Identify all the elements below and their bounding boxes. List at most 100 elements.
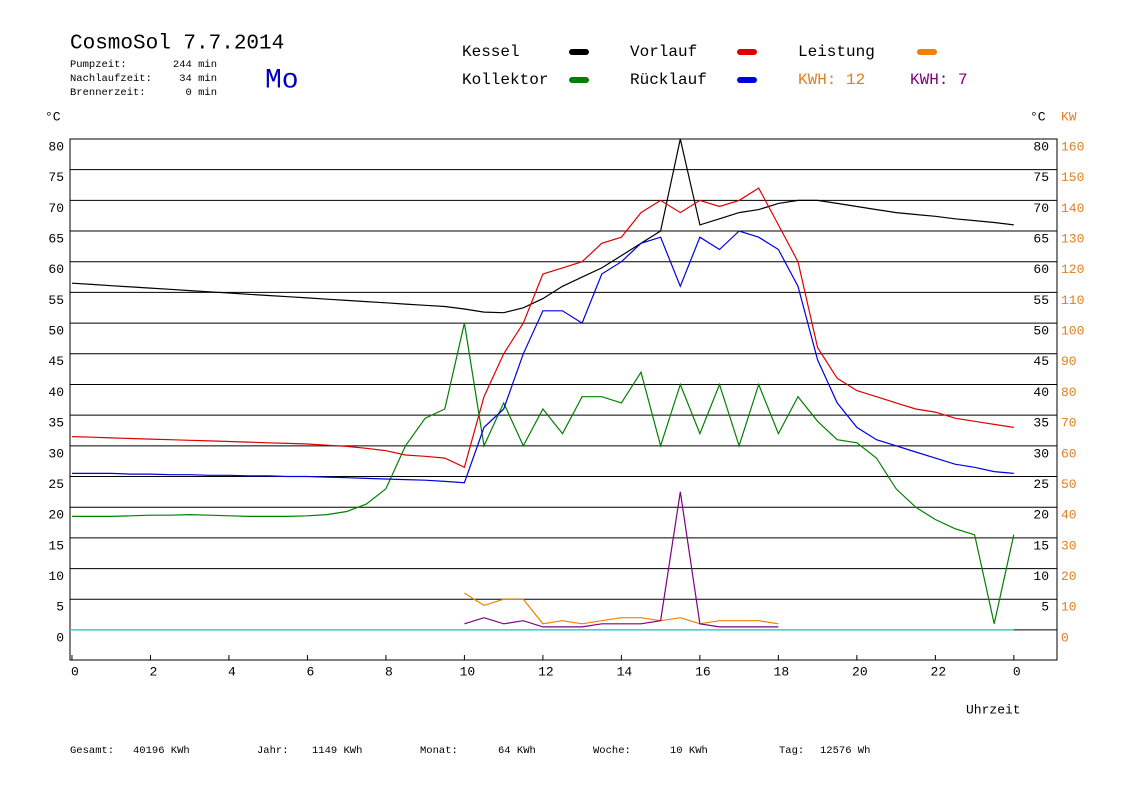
- y-right-tick-label: 40: [1033, 385, 1049, 400]
- y-tick-label: 45: [48, 354, 64, 369]
- y2-tick-label: 0: [1061, 630, 1069, 645]
- y-right-tick-label: 55: [1033, 293, 1049, 308]
- total-label: Monat:: [420, 745, 458, 757]
- y-right-tick-label: 45: [1033, 354, 1049, 369]
- y2-tick-label: 100: [1061, 324, 1084, 339]
- x-tick-label: 14: [617, 664, 633, 679]
- legend-label: Leistung: [798, 43, 875, 61]
- y2-tick-label: 10: [1061, 600, 1077, 615]
- y-tick-label: 80: [48, 139, 64, 154]
- y-right-tick-label: 80: [1033, 139, 1049, 154]
- x-tick-label: 12: [538, 664, 554, 679]
- y-right-tick-label: 25: [1033, 477, 1049, 492]
- y2-tick-label: 140: [1061, 201, 1084, 216]
- x-tick-label: 8: [385, 664, 393, 679]
- y-tick-label: 30: [48, 446, 64, 461]
- y-right-tick-label: 15: [1033, 538, 1049, 553]
- legend-label: Kollektor: [462, 71, 548, 89]
- y-right-axis-label: °C: [1030, 109, 1046, 124]
- series-line: [72, 230, 1014, 484]
- y2-tick-label: 20: [1061, 569, 1077, 584]
- y2-tick-label: 30: [1061, 538, 1077, 553]
- y2-tick-label: 120: [1061, 262, 1084, 277]
- info-value: 0 min: [185, 87, 217, 99]
- y2-tick-label: 130: [1061, 231, 1084, 246]
- info-label: Brennerzeit:: [70, 87, 146, 99]
- x-axis-label: Uhrzeit: [966, 702, 1021, 717]
- y-tick-label: 40: [48, 385, 64, 400]
- y-tick-label: 15: [48, 538, 64, 553]
- total-value: 1149 KWh: [312, 745, 362, 757]
- total-label: Jahr:: [257, 745, 289, 757]
- x-tick-label: 6: [307, 664, 315, 679]
- x-tick-label: 18: [774, 664, 790, 679]
- series-line: [71, 187, 1014, 469]
- y-tick-label: 50: [48, 324, 64, 339]
- x-tick-label: 4: [228, 664, 236, 679]
- info-value: 34 min: [179, 73, 217, 85]
- y2-tick-label: 90: [1061, 354, 1077, 369]
- y2-tick-label: 160: [1061, 139, 1084, 154]
- total-label: Tag:: [779, 745, 804, 757]
- x-tick-label: 10: [460, 664, 476, 679]
- y-tick-label: 25: [48, 477, 64, 492]
- y-tick-label: 20: [48, 508, 64, 523]
- info-label: Pumpzeit:: [70, 59, 127, 71]
- y-right-tick-label: 65: [1033, 231, 1049, 246]
- info-value: 244 min: [173, 59, 217, 71]
- legend-label: Vorlauf: [630, 43, 697, 61]
- y-right-tick-label: 70: [1033, 201, 1049, 216]
- legend-label: Kessel: [462, 43, 520, 61]
- kwh-label: KWH: 7: [910, 71, 968, 89]
- x-tick-label: 0: [71, 664, 79, 679]
- chart-title: CosmoSol 7.7.2014: [70, 33, 284, 56]
- total-label: Woche:: [593, 745, 631, 757]
- total-label: Gesamt:: [70, 745, 114, 757]
- weekday: Mo: [265, 65, 299, 96]
- y2-tick-label: 80: [1061, 385, 1077, 400]
- y2-tick-label: 70: [1061, 416, 1077, 431]
- info-label: Nachlaufzeit:: [70, 73, 152, 85]
- y-right-tick-label: 30: [1033, 446, 1049, 461]
- total-value: 40196 KWh: [133, 745, 190, 757]
- y-tick-label: 70: [48, 201, 64, 216]
- y2-tick-label: 40: [1061, 508, 1077, 523]
- y-tick-label: 65: [48, 231, 64, 246]
- series-line: [72, 322, 1015, 624]
- y-tick-label: 0: [56, 630, 64, 645]
- y2-tick-label: 50: [1061, 477, 1077, 492]
- y-right-tick-label: 5: [1041, 600, 1049, 615]
- series-line: [464, 592, 779, 625]
- y2-tick-label: 60: [1061, 446, 1077, 461]
- y-tick-label: 35: [48, 416, 64, 431]
- x-tick-label: 2: [150, 664, 158, 679]
- y2-tick-label: 150: [1061, 170, 1084, 185]
- y-axis-label: °C: [45, 109, 61, 124]
- total-value: 12576 Wh: [820, 745, 870, 757]
- x-tick-label: 0: [1013, 664, 1021, 679]
- total-value: 10 KWh: [670, 745, 708, 757]
- legend-label: Rücklauf: [630, 71, 707, 89]
- total-value: 64 KWh: [498, 745, 536, 757]
- y2-axis-label: KW: [1061, 109, 1077, 124]
- y-right-tick-label: 10: [1033, 569, 1049, 584]
- y-tick-label: 5: [56, 600, 64, 615]
- kwh-label: KWH: 12: [798, 71, 865, 89]
- series-line: [464, 491, 779, 628]
- y-tick-label: 75: [48, 170, 64, 185]
- y-tick-label: 55: [48, 293, 64, 308]
- x-tick-label: 20: [852, 664, 868, 679]
- y-right-tick-label: 60: [1033, 262, 1049, 277]
- x-tick-label: 16: [695, 664, 711, 679]
- y-right-tick-label: 35: [1033, 416, 1049, 431]
- y-right-tick-label: 75: [1033, 170, 1049, 185]
- y-tick-label: 10: [48, 569, 64, 584]
- y-tick-label: 60: [48, 262, 64, 277]
- y-right-tick-label: 20: [1033, 508, 1049, 523]
- x-tick-label: 22: [931, 664, 947, 679]
- y-right-tick-label: 50: [1033, 324, 1049, 339]
- y2-tick-label: 110: [1061, 293, 1084, 308]
- series-line: [71, 138, 1014, 314]
